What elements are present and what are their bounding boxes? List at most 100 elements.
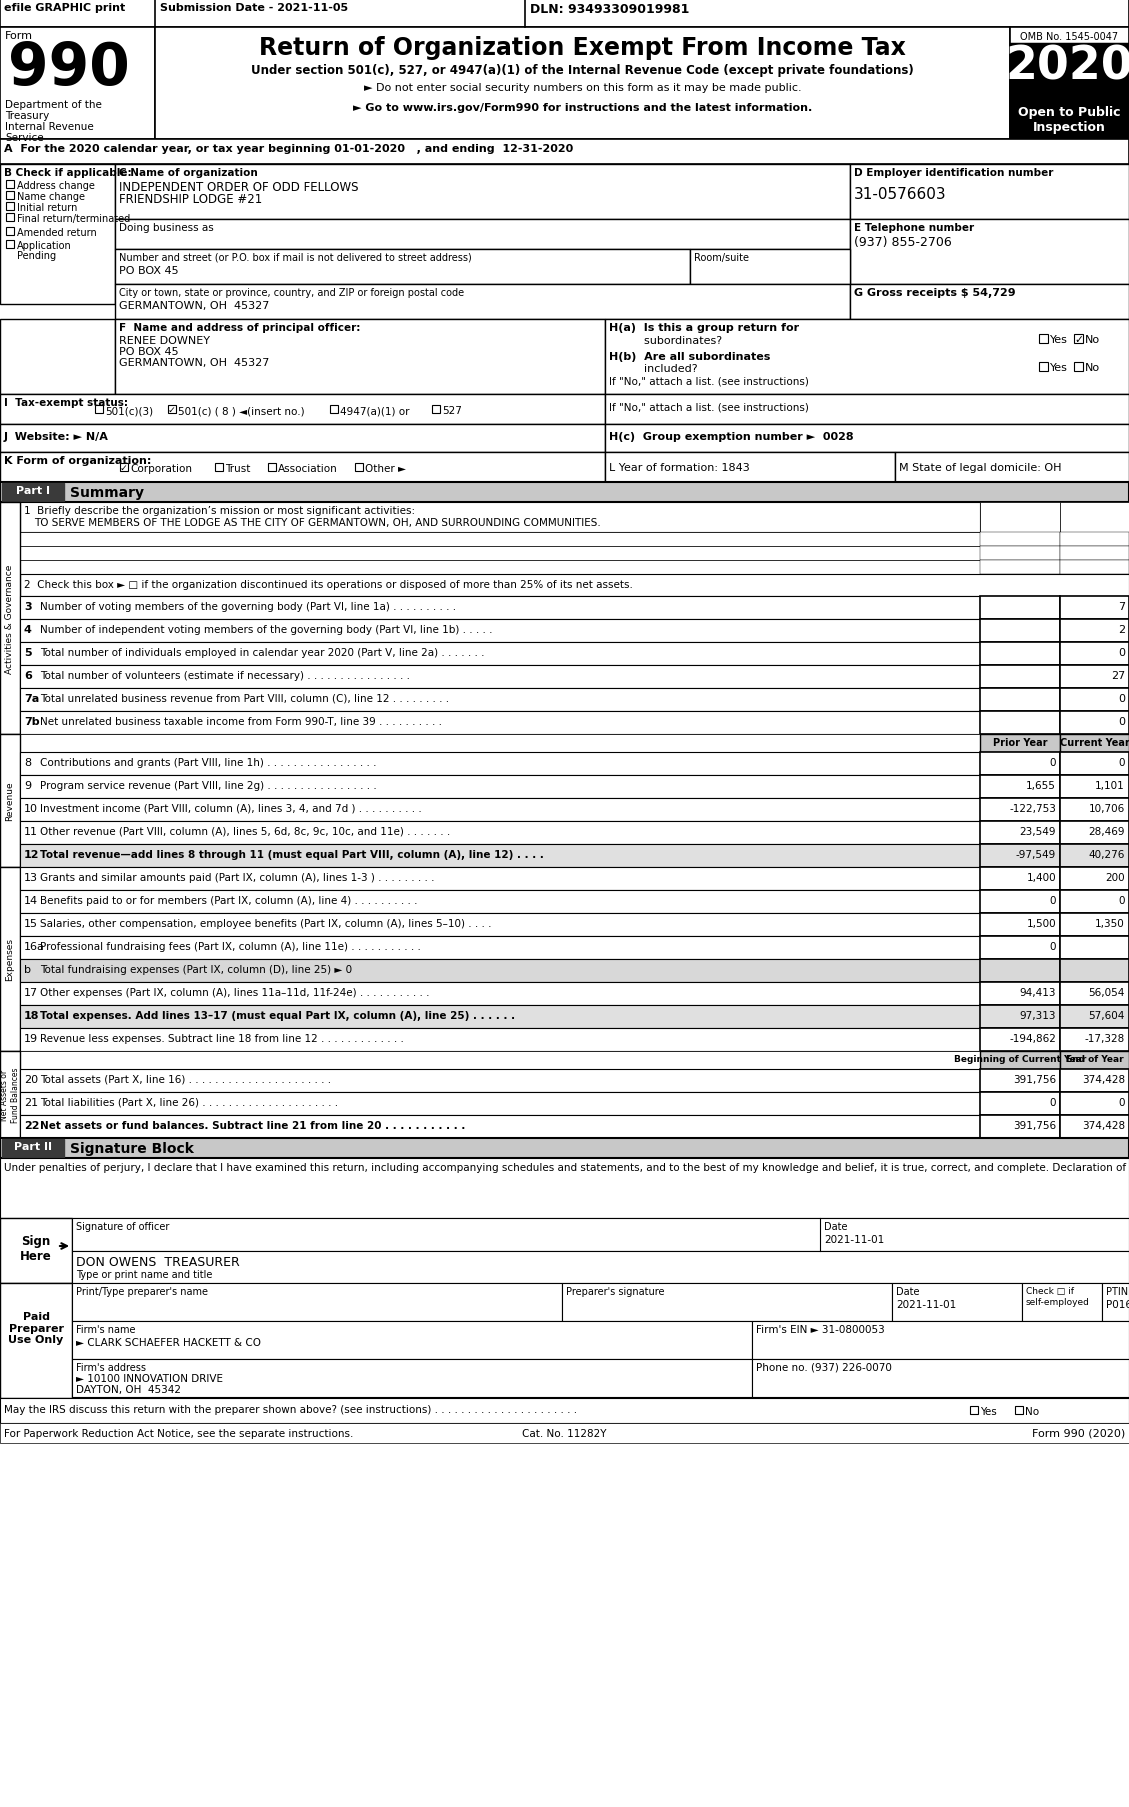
Bar (1060, 752, 1129, 775)
Text: M State of legal domicile: OH: M State of legal domicile: OH (899, 463, 1061, 473)
Bar (6, 240, 14, 249)
Text: B Check if applicable:: B Check if applicable: (5, 168, 132, 177)
Text: 2  Check this box ► □ if the organization discontinued its operations or dispose: 2 Check this box ► □ if the organization… (24, 580, 633, 589)
Text: 21: 21 (24, 1097, 38, 1108)
Text: PO BOX 45: PO BOX 45 (119, 347, 178, 356)
Text: Firm's EIN ► 31-0800053: Firm's EIN ► 31-0800053 (756, 1325, 885, 1334)
Text: Name change: Name change (17, 192, 85, 202)
Text: Type or print name and title: Type or print name and title (76, 1269, 212, 1279)
Text: 4: 4 (24, 625, 32, 634)
Text: Grants and similar amounts paid (Part IX, column (A), lines 1-3 ) . . . . . . . : Grants and similar amounts paid (Part IX… (40, 873, 435, 882)
Text: Salaries, other compensation, employee benefits (Part IX, column (A), lines 5–10: Salaries, other compensation, employee b… (40, 918, 491, 929)
Text: 7: 7 (1118, 602, 1124, 611)
Bar (120, 464, 128, 472)
Bar (6, 202, 14, 211)
Text: 56,054: 56,054 (1088, 987, 1124, 997)
Text: 374,428: 374,428 (1082, 1120, 1124, 1131)
Bar (20, 596, 980, 620)
Text: 19: 19 (24, 1034, 38, 1043)
Text: 4947(a)(1) or: 4947(a)(1) or (340, 407, 410, 416)
Text: 1,350: 1,350 (1095, 918, 1124, 929)
Bar (20, 1070, 980, 1093)
Text: End of Year: End of Year (1066, 1055, 1123, 1063)
Text: -122,753: -122,753 (1009, 804, 1056, 813)
Bar (980, 867, 1060, 891)
Text: 6: 6 (24, 670, 32, 681)
Text: 28,469: 28,469 (1088, 826, 1124, 837)
Bar (980, 665, 1060, 688)
Text: Net unrelated business taxable income from Form 990-T, line 39 . . . . . . . . .: Net unrelated business taxable income fr… (40, 717, 441, 726)
Text: 501(c)(3): 501(c)(3) (105, 407, 154, 416)
Text: PTIN: PTIN (1106, 1287, 1128, 1296)
Bar (0, 394, 605, 425)
Text: Total revenue—add lines 8 through 11 (must equal Part VIII, column (A), line 12): Total revenue—add lines 8 through 11 (mu… (40, 849, 544, 860)
Bar (980, 1028, 1060, 1052)
Text: H(b)  Are all subordinates: H(b) Are all subordinates (609, 352, 770, 361)
Text: Expenses: Expenses (6, 938, 15, 981)
Bar (0, 27, 155, 139)
Bar (1022, 1283, 1102, 1321)
Text: H(a)  Is this a group return for: H(a) Is this a group return for (609, 323, 799, 332)
Bar (20, 983, 980, 1005)
Bar (115, 286, 850, 320)
Text: 2021-11-01: 2021-11-01 (896, 1299, 956, 1310)
Text: 31-0576603: 31-0576603 (854, 186, 946, 202)
Text: 16a: 16a (24, 941, 45, 952)
Text: Firm's name: Firm's name (76, 1325, 135, 1334)
Text: 0: 0 (1119, 896, 1124, 905)
Text: Total liabilities (Part X, line 26) . . . . . . . . . . . . . . . . . . . . .: Total liabilities (Part X, line 26) . . … (40, 1097, 338, 1108)
Text: 57,604: 57,604 (1088, 1010, 1124, 1021)
Text: Application: Application (17, 240, 72, 251)
Text: 10,706: 10,706 (1088, 804, 1124, 813)
Text: Paid
Preparer
Use Only: Paid Preparer Use Only (8, 1312, 63, 1344)
Text: Number of voting members of the governing body (Part VI, line 1a) . . . . . . . : Number of voting members of the governin… (40, 602, 456, 611)
Text: Current Year: Current Year (1060, 737, 1129, 748)
Text: 2: 2 (1118, 625, 1124, 634)
Bar (20, 620, 980, 643)
Text: 14: 14 (24, 896, 38, 905)
Text: b: b (24, 965, 30, 974)
Bar (980, 960, 1060, 983)
Text: 97,313: 97,313 (1019, 1010, 1056, 1021)
Text: efile GRAPHIC print: efile GRAPHIC print (5, 4, 125, 13)
Text: 0: 0 (1118, 647, 1124, 658)
Text: OMB No. 1545-0047: OMB No. 1545-0047 (1021, 33, 1119, 42)
Text: E Telephone number: E Telephone number (854, 222, 974, 233)
Bar (20, 914, 980, 936)
Text: 0: 0 (1118, 694, 1124, 703)
Bar (0, 1218, 72, 1283)
Text: Sign
Here: Sign Here (20, 1234, 52, 1263)
Bar (1060, 548, 1129, 560)
Bar (20, 1005, 980, 1028)
Text: I  Tax-exempt status:: I Tax-exempt status: (5, 398, 128, 408)
Bar (20, 735, 980, 752)
Text: included?: included? (609, 363, 698, 374)
Bar (215, 464, 224, 472)
Text: 990: 990 (8, 40, 130, 98)
Bar (980, 1115, 1060, 1138)
Bar (72, 1283, 562, 1321)
Bar (1060, 1052, 1129, 1070)
Bar (980, 936, 1060, 960)
Text: Contributions and grants (Part VIII, line 1h) . . . . . . . . . . . . . . . . .: Contributions and grants (Part VIII, lin… (40, 757, 376, 768)
Text: Address change: Address change (17, 181, 95, 192)
Bar (6, 213, 14, 222)
Bar (980, 752, 1060, 775)
Bar (6, 181, 14, 190)
Bar (1039, 363, 1048, 372)
Bar (980, 1005, 1060, 1028)
Bar (1060, 1115, 1129, 1138)
Text: Other expenses (Part IX, column (A), lines 11a–11d, 11f-24e) . . . . . . . . . .: Other expenses (Part IX, column (A), lin… (40, 987, 429, 997)
Bar (20, 712, 980, 735)
Text: Professional fundraising fees (Part IX, column (A), line 11e) . . . . . . . . . : Professional fundraising fees (Part IX, … (40, 941, 421, 952)
Text: 0: 0 (1118, 717, 1124, 726)
Bar (1010, 101, 1129, 139)
Text: self-employed: self-employed (1026, 1297, 1089, 1306)
Text: No: No (1085, 334, 1100, 345)
Bar (0, 533, 20, 548)
Text: GERMANTOWN, OH  45327: GERMANTOWN, OH 45327 (119, 300, 270, 311)
Bar (1060, 891, 1129, 914)
Text: Department of the: Department of the (5, 99, 102, 110)
Bar (752, 1359, 1129, 1397)
Bar (20, 891, 980, 914)
